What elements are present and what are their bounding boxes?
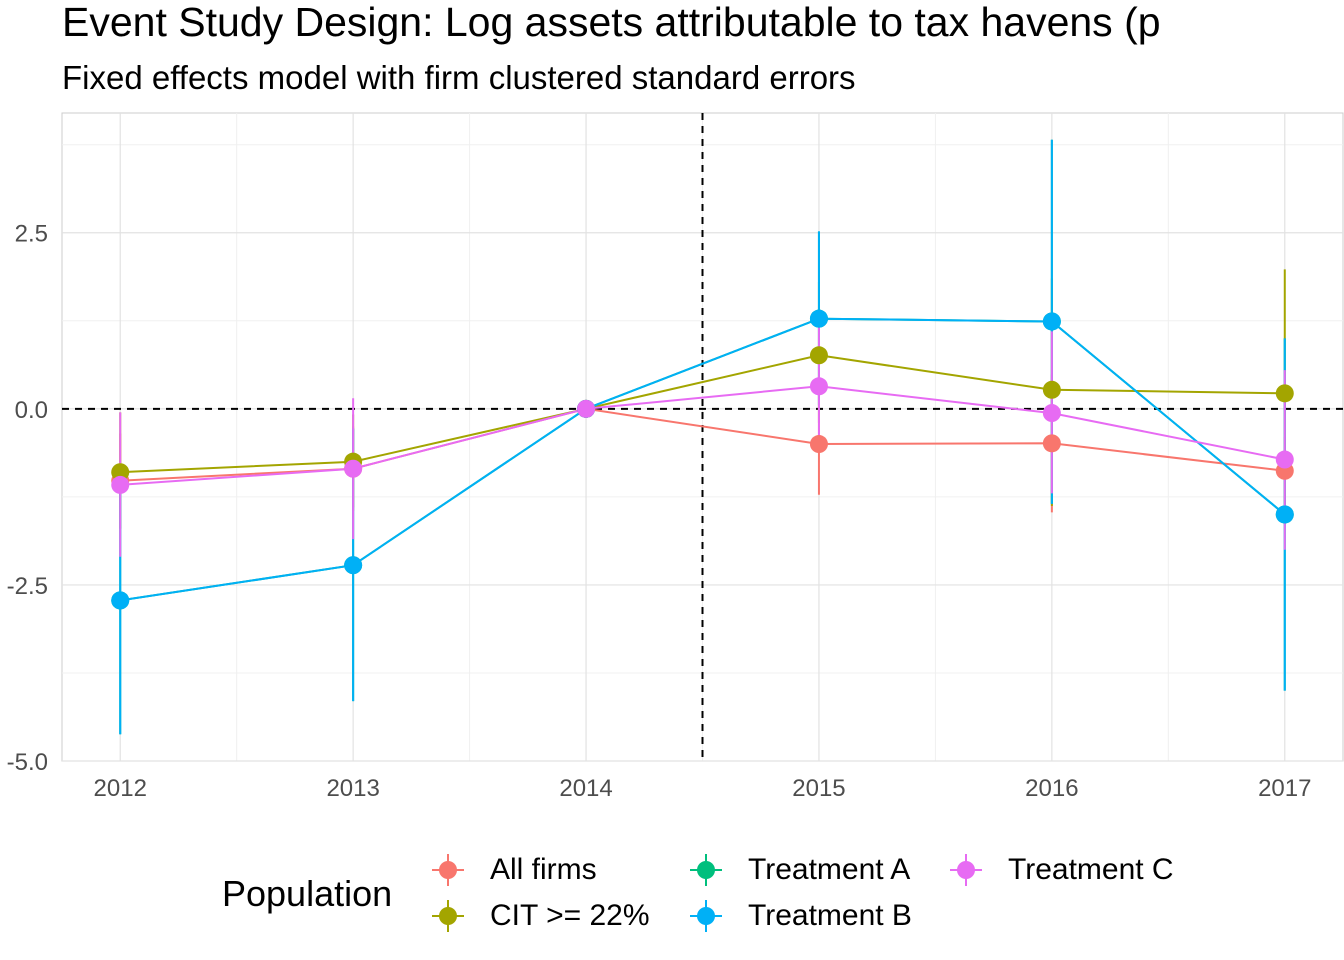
legend-label-all-firms: All firms bbox=[490, 853, 597, 886]
legend-key-point-treatment-c bbox=[957, 861, 975, 879]
series-line-treatment-b bbox=[120, 317, 1286, 602]
data-point-treatment-c bbox=[809, 377, 828, 396]
series-line-treatment-c bbox=[120, 385, 1285, 486]
data-point-treatment-c bbox=[111, 475, 130, 494]
x-tick-label: 2017 bbox=[1258, 775, 1311, 802]
legend-label-treatment-a: Treatment A bbox=[748, 853, 911, 886]
legend-key-point-treatment-a bbox=[697, 861, 715, 879]
chart-title: Event Study Design: Log assets attributa… bbox=[62, 0, 1161, 45]
legend-label-treatment-c: Treatment C bbox=[1008, 853, 1174, 886]
data-point-treatment-c bbox=[1275, 450, 1294, 469]
y-tick-label: 0.0 bbox=[15, 397, 48, 424]
y-tick-label: -2.5 bbox=[7, 573, 48, 600]
legend-label-treatment-b: Treatment B bbox=[748, 899, 912, 932]
legend-key-point-treatment-b bbox=[697, 907, 715, 925]
data-point-cit-22 bbox=[1275, 384, 1294, 403]
x-tick-label: 2012 bbox=[94, 775, 147, 802]
x-tick-label: 2013 bbox=[326, 775, 379, 802]
y-tick-label: -5.0 bbox=[7, 749, 48, 776]
x-tick-label: 2015 bbox=[792, 775, 845, 802]
x-tick-label: 2014 bbox=[559, 775, 612, 802]
legend-label-cit-22: CIT >= 22% bbox=[490, 899, 650, 932]
data-point-cit-22 bbox=[111, 463, 130, 482]
data-point-cit-22 bbox=[1042, 380, 1061, 399]
data-point-treatment-b bbox=[1275, 505, 1294, 524]
data-point-cit-22 bbox=[809, 346, 828, 365]
data-point-treatment-c bbox=[344, 459, 363, 478]
data-point-all-firms bbox=[1042, 434, 1061, 453]
chart-subtitle: Fixed effects model with firm clustered … bbox=[62, 59, 856, 96]
data-point-all-firms bbox=[809, 435, 828, 454]
legend-key-point-cit-22 bbox=[439, 907, 457, 925]
x-tick-label: 2016 bbox=[1025, 775, 1078, 802]
data-point-treatment-b bbox=[111, 591, 130, 610]
data-point-treatment-c bbox=[577, 399, 596, 418]
legend-key-point-all-firms bbox=[439, 861, 457, 879]
legend-title: Population bbox=[222, 873, 393, 914]
data-point-treatment-b bbox=[344, 556, 363, 575]
data-point-treatment-b bbox=[1042, 312, 1061, 331]
data-point-treatment-b bbox=[809, 309, 828, 328]
data-point-treatment-c bbox=[1042, 404, 1061, 423]
series-line-cit-22 bbox=[120, 354, 1285, 474]
y-tick-label: 2.5 bbox=[15, 221, 48, 248]
